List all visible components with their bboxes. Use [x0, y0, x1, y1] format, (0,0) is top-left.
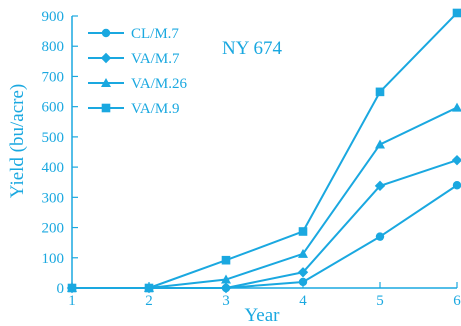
data-point	[375, 87, 385, 97]
data-point	[452, 8, 461, 18]
x-tick-label: 2	[145, 293, 153, 309]
data-point	[297, 267, 309, 278]
series-line	[72, 12, 458, 289]
y-axis: 0 100 200 300 400 500 600 700 800 900	[42, 9, 78, 297]
series-line	[72, 106, 458, 289]
data-point	[220, 282, 232, 294]
y-tick-label: 400	[42, 160, 65, 176]
series-circle	[67, 181, 461, 293]
legend-label: CL/M.7	[131, 26, 179, 42]
x-tick-label: 6	[453, 293, 461, 309]
data-point	[298, 227, 308, 236]
y-tick-label: 0	[57, 281, 65, 297]
y-tick-label: 300	[42, 190, 65, 206]
data-point	[375, 232, 385, 241]
data-point	[452, 181, 461, 190]
data-point	[451, 154, 461, 166]
data-point	[374, 180, 386, 192]
y-tick-label: 900	[42, 9, 65, 25]
legend-item: VA/M.26	[88, 76, 187, 92]
data-point	[298, 277, 308, 287]
series-square	[67, 8, 461, 293]
data-point	[452, 102, 461, 112]
series-layer	[66, 8, 461, 294]
x-axis-label: Year	[244, 305, 280, 326]
y-axis-label: Yield (bu/acre)	[7, 84, 28, 198]
chart-annotation: NY 674	[222, 38, 282, 59]
series-line	[72, 184, 458, 289]
data-point	[375, 139, 385, 149]
data-point	[298, 248, 308, 258]
legend-item: VA/M.9	[88, 101, 180, 117]
y-tick-label: 700	[42, 69, 65, 85]
legend-item: CL/M.7	[88, 26, 179, 42]
legend: CL/M.7 VA/M.7 VA/M.26 VA/M.9	[88, 26, 187, 117]
series-triangle	[67, 102, 461, 292]
y-tick-label: 200	[42, 221, 65, 237]
data-point	[144, 283, 154, 293]
x-tick-label: 5	[376, 293, 384, 309]
y-tick-label: 600	[42, 100, 65, 116]
legend-marker	[100, 52, 112, 64]
x-tick-label: 4	[299, 293, 307, 309]
legend-marker	[101, 28, 111, 38]
legend-marker	[101, 103, 111, 113]
series-diamond	[66, 154, 461, 294]
x-tick-label: 3	[222, 293, 230, 309]
y-tick-label: 100	[42, 251, 65, 267]
legend-marker	[101, 78, 111, 87]
legend-label: VA/M.9	[131, 101, 180, 117]
y-tick-label: 500	[42, 130, 65, 146]
data-point	[67, 283, 77, 293]
y-tick-label: 800	[42, 39, 65, 55]
legend-item: VA/M.7	[88, 51, 180, 67]
data-point	[221, 255, 231, 265]
x-tick-label: 1	[68, 293, 76, 309]
legend-label: VA/M.7	[131, 51, 180, 67]
data-point	[221, 274, 231, 284]
legend-label: VA/M.26	[131, 76, 187, 92]
